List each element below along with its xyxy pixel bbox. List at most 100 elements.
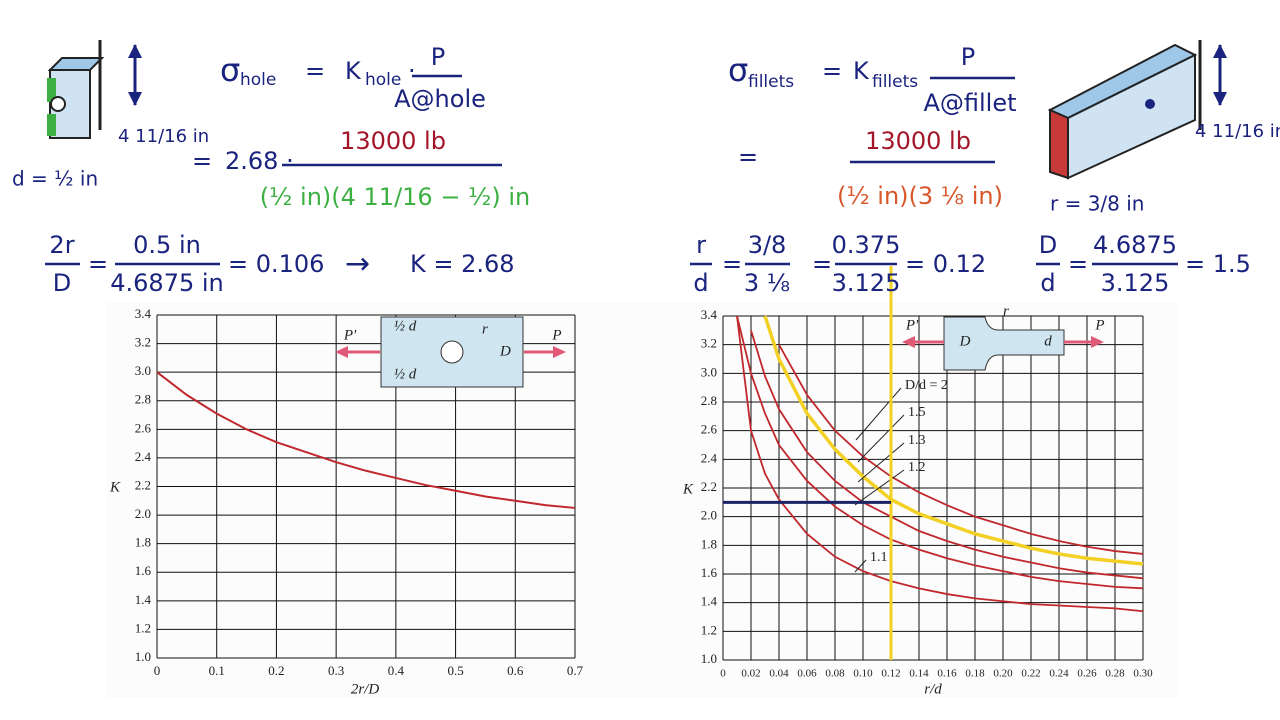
fillet-ratio: r d = 3/8 3 ⅛ = 0.375 3.125 = 0.12 D d =… bbox=[690, 231, 1251, 297]
x-tick-label: 0.06 bbox=[797, 668, 817, 680]
equals: = bbox=[192, 147, 212, 175]
charts: 1.0 1.2 1.4 1.6 1.8 2.0 2.2 2.4 2.6 2.8 3.0 3.2 3.4 0… bbox=[109, 266, 1153, 697]
chart-panel bbox=[106, 302, 1178, 698]
diagram-label: P bbox=[551, 327, 561, 343]
result: = 1.5 bbox=[1185, 250, 1251, 278]
denominator: d bbox=[693, 269, 708, 297]
equals: = bbox=[822, 57, 842, 85]
x-tick-label: 0.3 bbox=[328, 663, 344, 678]
subscript: hole bbox=[240, 70, 276, 90]
x-tick-label: 0.6 bbox=[507, 663, 524, 678]
plate-sketch bbox=[1047, 40, 1227, 180]
specimen-diagram: P' P r D d bbox=[902, 303, 1105, 371]
equals: = bbox=[1068, 250, 1088, 278]
x-tick-label: 0.20 bbox=[993, 668, 1013, 680]
curve bbox=[736, 315, 1144, 613]
x-tick-label: 0.22 bbox=[1021, 668, 1040, 680]
y-tick-label: 1.4 bbox=[135, 592, 152, 607]
denominator: 4.6875 in bbox=[110, 269, 223, 297]
y-tick-label: 2.8 bbox=[135, 392, 151, 407]
x-tick-label: 0.14 bbox=[909, 668, 929, 680]
diagram-label: D bbox=[499, 343, 511, 359]
numerator: 4.6875 bbox=[1093, 231, 1177, 259]
x-tick-label: 0.30 bbox=[1133, 668, 1153, 680]
y-tick-label: 1.0 bbox=[135, 649, 151, 664]
symbol: K bbox=[853, 57, 870, 85]
x-axis-label: r/d bbox=[924, 681, 942, 697]
equals: = bbox=[88, 250, 108, 278]
y-tick-label: 3.0 bbox=[135, 363, 151, 378]
y-tick-label: 2.8 bbox=[701, 393, 717, 408]
y-tick-label: 2.2 bbox=[135, 477, 151, 492]
numerator: 2r bbox=[49, 231, 74, 259]
x-tick-label: 0.5 bbox=[447, 663, 463, 678]
y-tick-label: 1.2 bbox=[701, 622, 717, 637]
plate-sketch bbox=[47, 40, 142, 139]
diagram-label: P' bbox=[343, 327, 357, 343]
subscript: hole bbox=[365, 70, 401, 90]
dimension: 4 11/16 in bbox=[118, 126, 209, 147]
dimension: d = ½ in bbox=[12, 167, 98, 191]
symbol: σ bbox=[728, 51, 748, 89]
diagram-label: D bbox=[959, 333, 971, 349]
y-axis-label: K bbox=[682, 481, 694, 497]
series-label: 1.2 bbox=[908, 460, 926, 475]
curve bbox=[750, 330, 1144, 580]
dimension: r = 3/8 in bbox=[1050, 192, 1144, 216]
x-tick-label: 0.24 bbox=[1049, 668, 1069, 680]
dot: · bbox=[408, 57, 416, 85]
leader-line bbox=[854, 469, 905, 506]
dimension: 4 11/16 in bbox=[1195, 121, 1280, 142]
y-tick-label: 2.4 bbox=[701, 450, 718, 465]
symbol: σ bbox=[220, 51, 240, 89]
y-tick-label: 1.0 bbox=[701, 651, 717, 666]
series-label: 1.1 bbox=[870, 550, 888, 565]
x-tick-label: 0.2 bbox=[268, 663, 284, 678]
subscript: fillets bbox=[872, 72, 918, 92]
denominator: d bbox=[1040, 269, 1055, 297]
y-tick-label: 2.0 bbox=[135, 506, 151, 521]
equals: = bbox=[722, 250, 742, 278]
numerator: P bbox=[431, 43, 445, 71]
y-tick-label: 1.2 bbox=[135, 620, 151, 635]
equals: = bbox=[738, 143, 758, 171]
leader-line bbox=[854, 559, 867, 573]
denominator: (½ in)(4 11/16 − ½) in bbox=[260, 183, 530, 211]
symbol: K bbox=[345, 57, 362, 85]
x-tick-label: 0.4 bbox=[388, 663, 405, 678]
diagram-label: ½ d bbox=[394, 318, 417, 334]
y-tick-label: 2.6 bbox=[701, 422, 718, 437]
x-tick-label: 0.04 bbox=[769, 668, 789, 680]
x-tick-label: 0.08 bbox=[825, 668, 845, 680]
y-tick-label: 1.8 bbox=[701, 536, 717, 551]
fillet-equations: σ fillets = K fillets P A@fillet = 13000… bbox=[728, 43, 1280, 216]
numerator: 13000 lb bbox=[340, 127, 446, 155]
y-tick-label: 3.4 bbox=[701, 307, 718, 322]
y-tick-label: 1.8 bbox=[135, 535, 151, 550]
equals: = bbox=[305, 57, 325, 85]
diagram-label: r bbox=[1003, 303, 1009, 319]
hole-ratio: 2r D = 0.5 in 4.6875 in = 0.106 → K = 2.… bbox=[45, 231, 515, 297]
x-tick-label: 0.28 bbox=[1105, 668, 1125, 680]
numerator: 0.375 bbox=[832, 231, 901, 259]
y-tick-label: 1.4 bbox=[701, 594, 718, 609]
x-tick-label: 0.10 bbox=[853, 668, 873, 680]
y-tick-label: 3.0 bbox=[701, 364, 717, 379]
result: = 0.12 bbox=[905, 250, 986, 278]
x-tick-label: 0.02 bbox=[741, 668, 760, 680]
curve bbox=[778, 344, 1144, 555]
x-tick-label: 0.16 bbox=[937, 668, 957, 680]
y-tick-label: 2.2 bbox=[701, 479, 717, 494]
x-axis-label: 2r/D bbox=[351, 681, 380, 697]
leader-line bbox=[855, 387, 902, 441]
denominator: 3 ⅛ bbox=[744, 269, 790, 297]
x-tick-label: 0.26 bbox=[1077, 668, 1097, 680]
diagram-label: d bbox=[1044, 333, 1052, 349]
numerator: D bbox=[1039, 231, 1057, 259]
curve bbox=[763, 315, 1144, 566]
y-tick-label: 3.4 bbox=[135, 306, 152, 321]
y-tick-label: 2.6 bbox=[135, 420, 152, 435]
diagram-label: ½ d bbox=[394, 366, 417, 382]
denominator: A@fillet bbox=[923, 89, 1016, 117]
